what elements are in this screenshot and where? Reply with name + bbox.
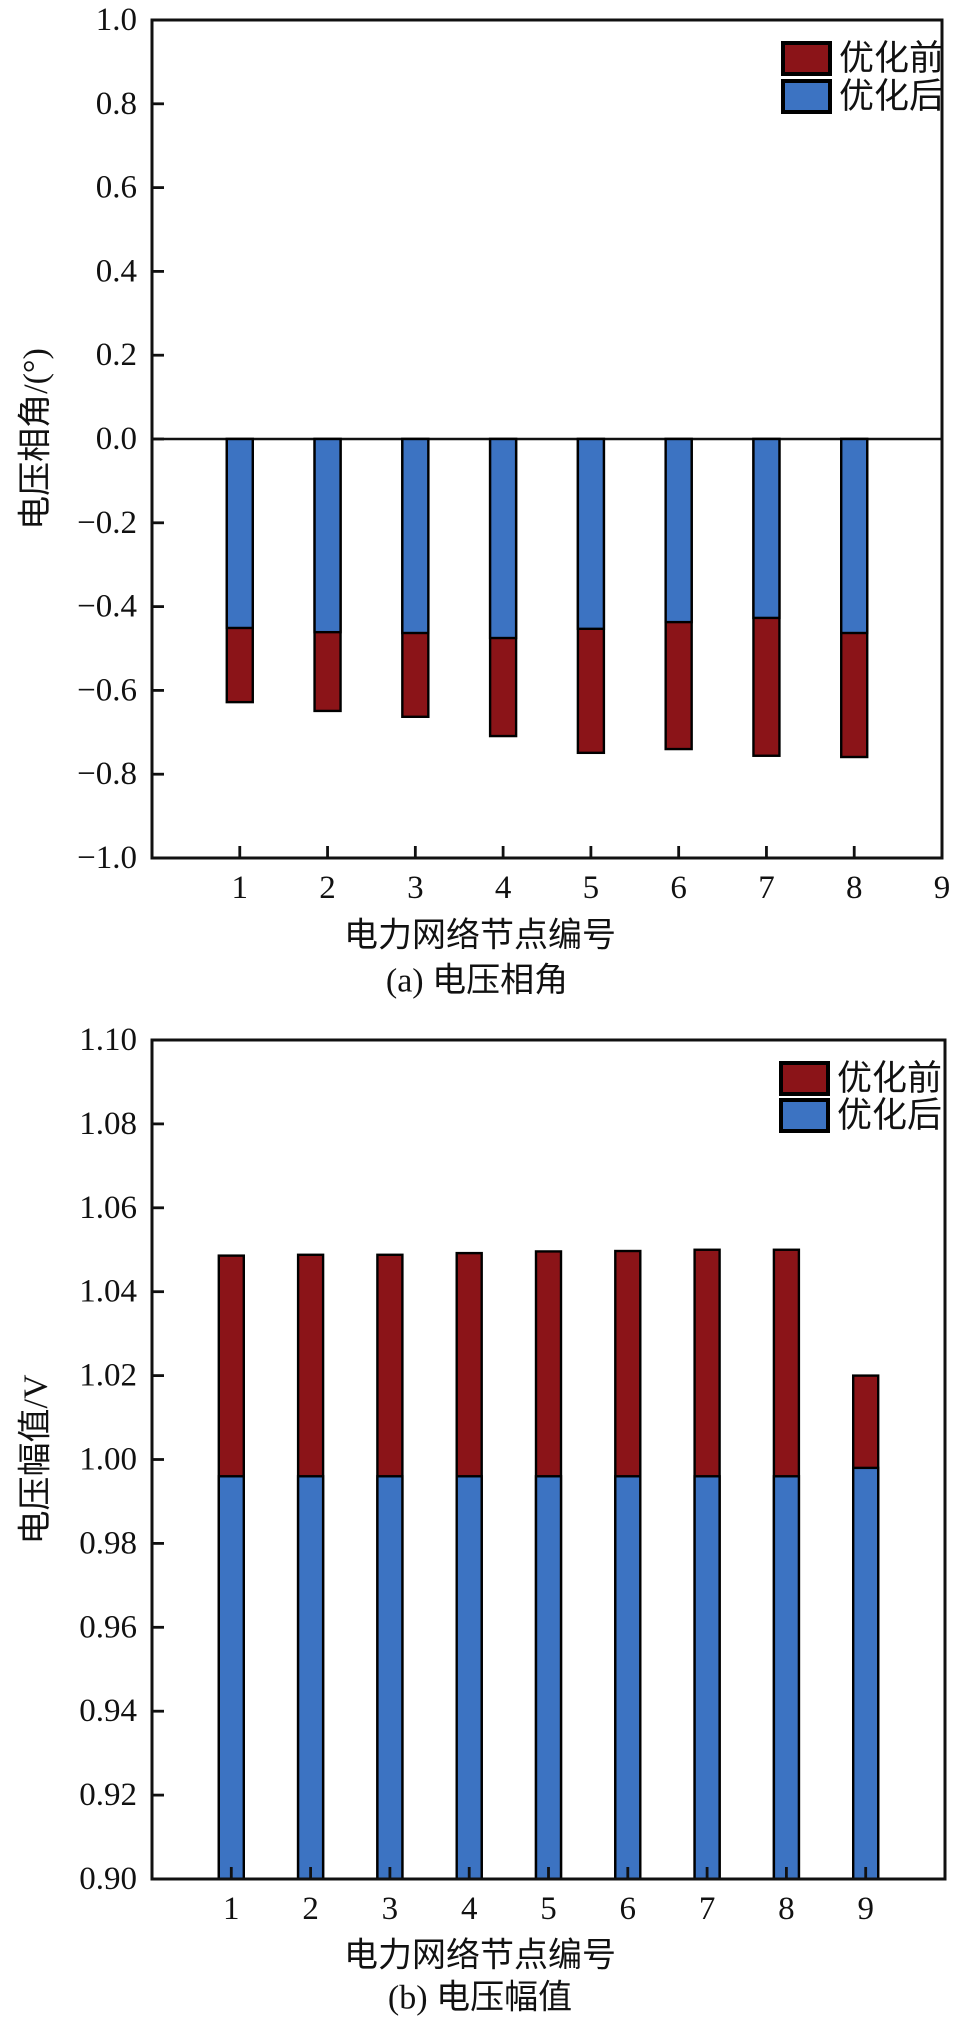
y-tick-label: 1.06 xyxy=(79,1190,137,1226)
y-tick-label: 1.0 xyxy=(96,2,137,38)
x-tick-label: 3 xyxy=(382,1891,399,1927)
bar-after-node-8 xyxy=(772,1475,801,1881)
bar-after-node-6 xyxy=(614,1475,642,1881)
x-axis-label: 电力网络节点编号 xyxy=(344,917,616,955)
chart-caption: (a) 电压相角 xyxy=(386,962,568,1000)
y-tick-label: 0.90 xyxy=(79,1861,137,1897)
x-tick-label: 2 xyxy=(319,870,336,906)
y-tick-label: 1.00 xyxy=(79,1442,137,1478)
x-tick-label: 5 xyxy=(583,870,600,906)
bar-after-node-3 xyxy=(376,1475,404,1881)
y-axis-label: 电压相角/(°) xyxy=(17,348,55,530)
x-tick-label: 1 xyxy=(223,1891,240,1927)
bar-after-node-4 xyxy=(455,1475,483,1881)
x-tick-label: 6 xyxy=(620,1891,637,1927)
x-tick-label: 2 xyxy=(302,1891,319,1927)
bar-after-node-7 xyxy=(693,1475,721,1881)
y-tick-label: 1.04 xyxy=(79,1274,137,1310)
bar-after-node-8 xyxy=(840,437,869,635)
bar-after-node-5 xyxy=(534,1475,563,1881)
bar-after-node-9 xyxy=(852,1466,880,1881)
y-tick-label: 0.8 xyxy=(96,86,137,122)
chart-voltage-angle: 1 2 3 4 5 6 7 8 9 1.0 0.8 0.6 0.4 0.2 0.0 −0.2 −0.4 −0.6 −… xyxy=(17,2,951,1000)
y-tick-label: 1.02 xyxy=(79,1358,137,1394)
y-tick-label: 0.96 xyxy=(79,1609,137,1645)
y-tick-label: 0.6 xyxy=(96,170,137,206)
y-tick-label: 0.98 xyxy=(79,1525,137,1561)
bar-after-node-7 xyxy=(752,437,781,620)
y-tick-label: 0.4 xyxy=(96,253,137,289)
x-tick-label: 6 xyxy=(670,870,687,906)
x-tick-label: 7 xyxy=(699,1891,716,1927)
y-tick-label: 0.0 xyxy=(96,421,137,457)
x-tick-label: 9 xyxy=(857,1891,874,1927)
legend-swatch-before xyxy=(781,41,832,76)
legend-swatch-after xyxy=(781,79,832,114)
legend-swatch-after xyxy=(779,1098,830,1133)
bar-after-node-6 xyxy=(664,437,693,624)
x-tick-label: 8 xyxy=(846,870,863,906)
x-tick-label: 3 xyxy=(407,870,424,906)
bar-after-node-1 xyxy=(225,437,254,630)
bar-after-node-4 xyxy=(488,437,518,640)
bar-after-node-2 xyxy=(296,1475,325,1881)
legend-label-after: 优化后 xyxy=(837,1096,942,1135)
y-tick-label: 0.2 xyxy=(96,337,137,373)
bar-after-node-2 xyxy=(313,437,342,634)
y-tick-label: −1.0 xyxy=(77,840,137,876)
y-tick-label: −0.2 xyxy=(77,505,137,541)
chart-voltage-magnitude: 1 2 3 4 5 6 7 8 9 1.10 1.08 1.06 1.04 1.02 1.00 0.98 0.9… xyxy=(17,1022,947,2017)
bar-after-node-5 xyxy=(576,437,606,631)
legend-swatch-before xyxy=(779,1061,830,1096)
legend-label-after: 优化后 xyxy=(839,77,944,116)
chart-caption: (b) 电压幅值 xyxy=(388,1979,572,2017)
y-tick-label: −0.8 xyxy=(77,756,137,792)
y-tick-label: 1.10 xyxy=(79,1022,137,1058)
x-tick-label: 9 xyxy=(934,870,951,906)
x-tick-label: 4 xyxy=(461,1891,478,1927)
x-tick-label: 7 xyxy=(758,870,775,906)
y-tick-label: −0.6 xyxy=(77,672,137,708)
y-axis-label: 电压幅值/V xyxy=(17,1374,55,1544)
x-tick-label: 4 xyxy=(495,870,512,906)
y-tick-label: 0.94 xyxy=(79,1693,137,1729)
bar-after-node-1 xyxy=(217,1475,246,1881)
x-tick-label: 8 xyxy=(778,1891,795,1927)
legend-label-before: 优化前 xyxy=(837,1059,942,1098)
x-axis-label: 电力网络节点编号 xyxy=(344,1937,616,1975)
bar-after-node-3 xyxy=(401,437,430,635)
x-tick-label: 5 xyxy=(540,1891,557,1927)
y-tick-label: −0.4 xyxy=(77,589,137,625)
x-tick-label: 1 xyxy=(232,870,249,906)
y-tick-label: 1.08 xyxy=(79,1106,137,1142)
y-tick-label: 0.92 xyxy=(79,1777,137,1813)
legend-label-before: 优化前 xyxy=(839,39,944,78)
